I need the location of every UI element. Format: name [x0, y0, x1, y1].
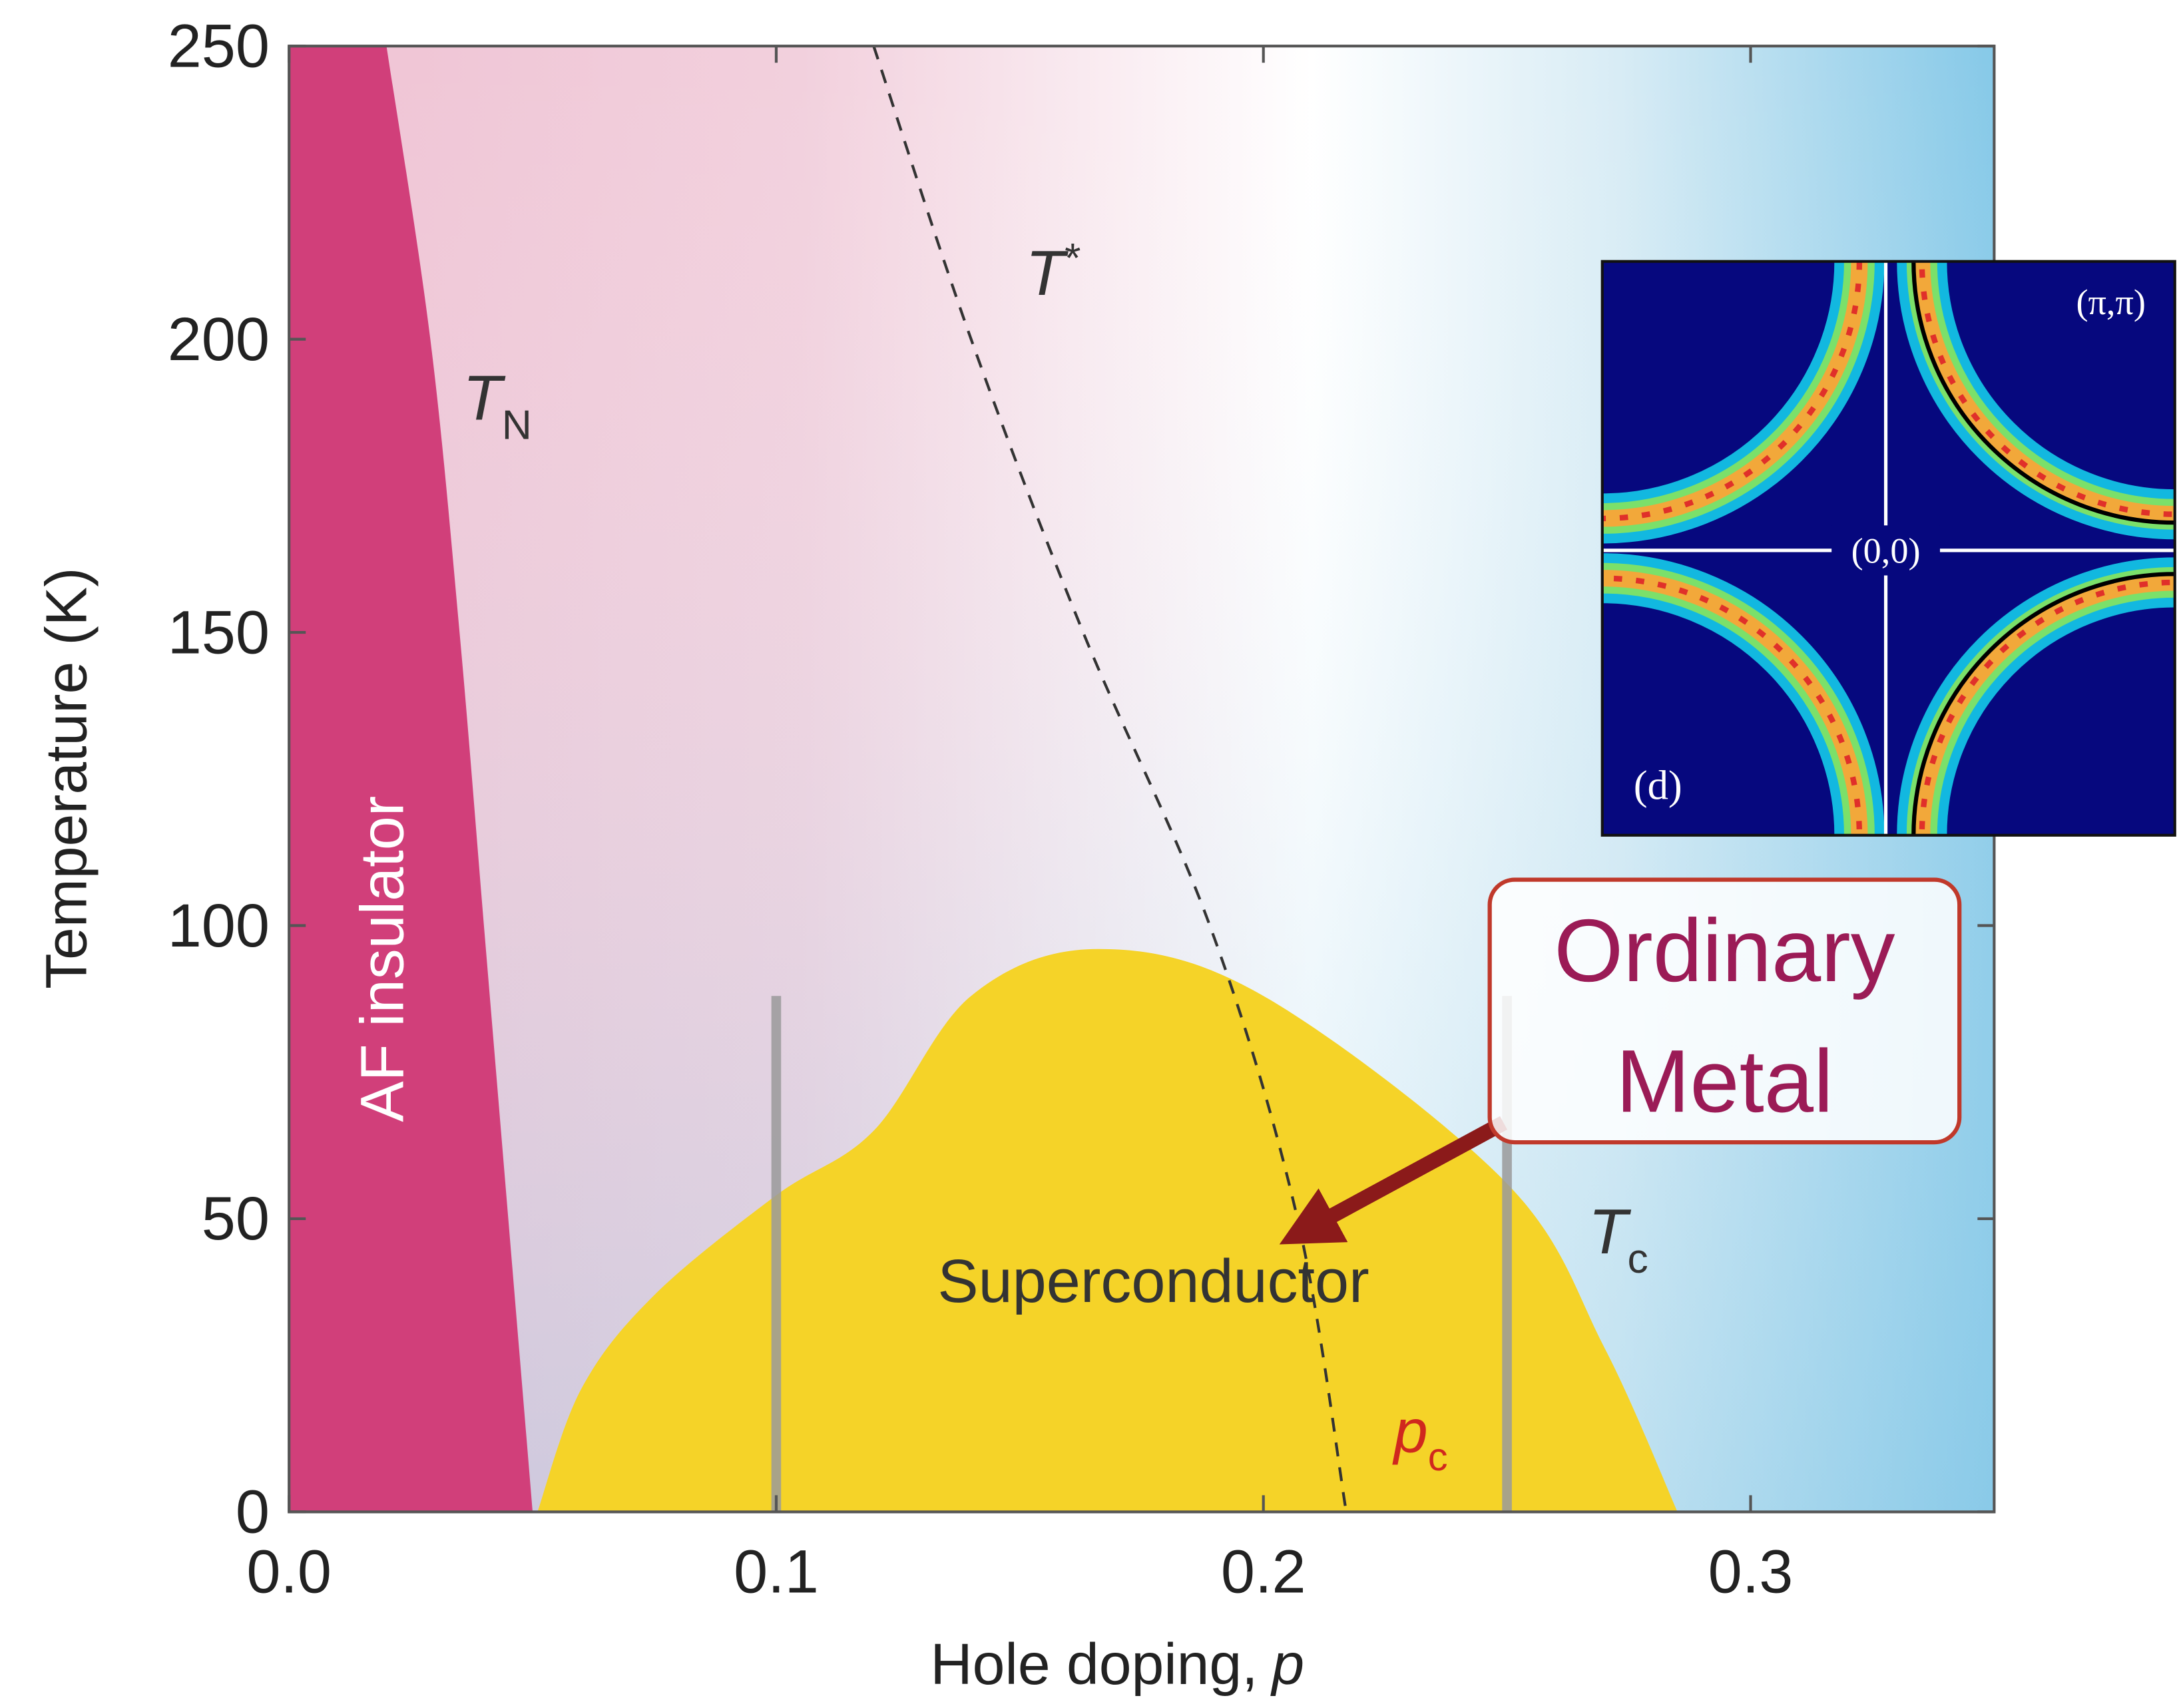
callout-text: Ordinary — [1554, 901, 1895, 1000]
x-axis-title-var: p — [1270, 1631, 1304, 1697]
y-tick-label: 0 — [236, 1478, 270, 1546]
sc-label: Superconductor — [937, 1247, 1369, 1315]
p-c-label-symbol: p — [1392, 1398, 1428, 1466]
x-axis-title: Hole doping,p — [930, 1631, 1304, 1697]
y-tick-label: 100 — [168, 892, 270, 960]
y-tick-label: 50 — [202, 1185, 270, 1253]
inset-label: (d) — [1634, 762, 1682, 809]
inset-label: (π,π) — [2076, 282, 2146, 322]
x-tick-label: 0.2 — [1221, 1538, 1306, 1605]
y-axis-title: Temperature (K) — [33, 568, 99, 989]
t-star-label-index: * — [1065, 236, 1081, 282]
y-tick-label: 250 — [168, 13, 270, 81]
chart: 0501001502002500.00.10.20.3Hole doping,p… — [0, 0, 2179, 1708]
x-axis-title-text: Hole doping, — [930, 1631, 1258, 1697]
p-c-label-index: c — [1428, 1434, 1448, 1479]
page: 0501001502002500.00.10.20.3Hole doping,p… — [0, 0, 2179, 1708]
t-star-label-symbol: T — [1025, 238, 1069, 309]
callout-text: Metal — [1616, 1032, 1833, 1131]
x-tick-label: 0.3 — [1708, 1538, 1794, 1605]
y-tick-label: 200 — [168, 306, 270, 373]
t-n-label-index: N — [502, 403, 532, 449]
t-n-label-symbol: T — [463, 363, 506, 434]
t-c-label-index: c — [1628, 1236, 1648, 1282]
t-c-label-symbol: T — [1588, 1196, 1632, 1267]
y-tick-label: 150 — [168, 598, 270, 666]
inset-label: (0,0) — [1851, 531, 1921, 571]
x-tick-label: 0.0 — [246, 1538, 332, 1605]
af-label: AF insulator — [348, 796, 416, 1122]
x-tick-label: 0.1 — [734, 1538, 819, 1605]
